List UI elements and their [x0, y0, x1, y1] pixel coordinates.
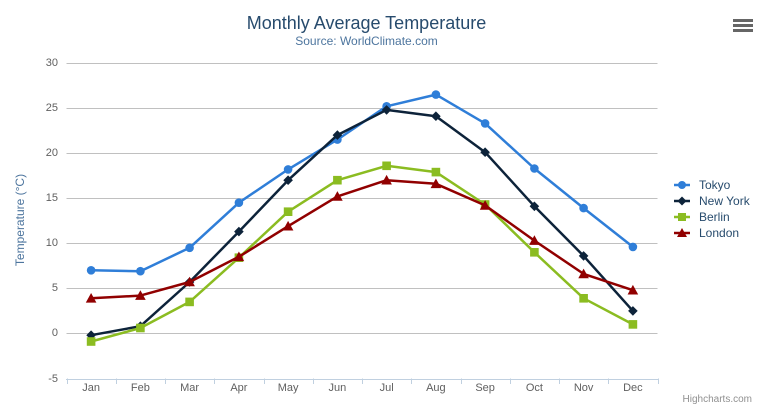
x-axis-label: Apr: [230, 382, 248, 394]
hamburger-bar: [733, 19, 753, 22]
x-axis-label: Nov: [573, 382, 594, 394]
legend-marker-square-icon: [674, 213, 690, 221]
hamburger-bar: [733, 24, 753, 27]
legend-label: New York: [699, 194, 750, 208]
series-new-york[interactable]: [86, 105, 638, 340]
y-axis-label: 20: [45, 147, 58, 159]
legend-marker-diamond-icon: [674, 196, 690, 206]
series-tokyo[interactable]: [86, 90, 638, 276]
x-axis-label: Jun: [328, 382, 347, 394]
legend-marker-triangle-icon: [674, 228, 690, 237]
legend-item-new-york[interactable]: New York: [674, 193, 750, 209]
series-london[interactable]: [85, 174, 639, 303]
y-axis-label: 15: [45, 192, 58, 204]
x-axis-label: Mar: [180, 382, 200, 394]
credits-link[interactable]: Highcharts.com: [682, 394, 752, 405]
legend-item-tokyo[interactable]: Tokyo: [674, 177, 750, 193]
y-axis-label: 30: [45, 57, 58, 69]
legend-label: London: [699, 226, 740, 240]
x-axis-label: Sep: [475, 382, 495, 394]
legend: Tokyo New York Berlin London: [674, 177, 750, 241]
y-axis-label: 25: [45, 102, 58, 114]
legend-item-berlin[interactable]: Berlin: [674, 209, 750, 225]
chart-subtitle: Source: WorldClimate.com: [295, 34, 438, 48]
hamburger-bar: [733, 29, 753, 32]
x-axis-label: Dec: [623, 382, 643, 394]
series-line-london[interactable]: [89, 178, 635, 300]
export-menu-button[interactable]: [731, 17, 755, 35]
x-axis-label: Jan: [82, 382, 100, 394]
series-line-tokyo[interactable]: [89, 93, 635, 273]
y-axis-label: 10: [45, 237, 58, 249]
y-axis-label: 0: [51, 327, 58, 339]
legend-item-london[interactable]: London: [674, 225, 750, 241]
series-line-berlin[interactable]: [89, 164, 635, 343]
legend-label: Tokyo: [699, 178, 731, 192]
series-line-new-york[interactable]: [89, 108, 635, 337]
x-axis-label: Oct: [525, 382, 543, 394]
hamburger-icon: [733, 19, 753, 32]
x-axis-label: Aug: [426, 382, 446, 394]
x-axis-label: Jul: [379, 382, 394, 394]
x-axis-label: May: [277, 382, 299, 394]
x-axis-label: Feb: [130, 382, 150, 394]
legend-marker-circle-icon: [674, 181, 690, 189]
chart-title: Monthly Average Temperature: [246, 13, 487, 33]
y-axis-label: 5: [51, 282, 58, 294]
legend-label: Berlin: [699, 210, 730, 224]
y-axis-title: Temperature (°C): [13, 173, 27, 267]
y-axis-label: -5: [48, 373, 58, 385]
